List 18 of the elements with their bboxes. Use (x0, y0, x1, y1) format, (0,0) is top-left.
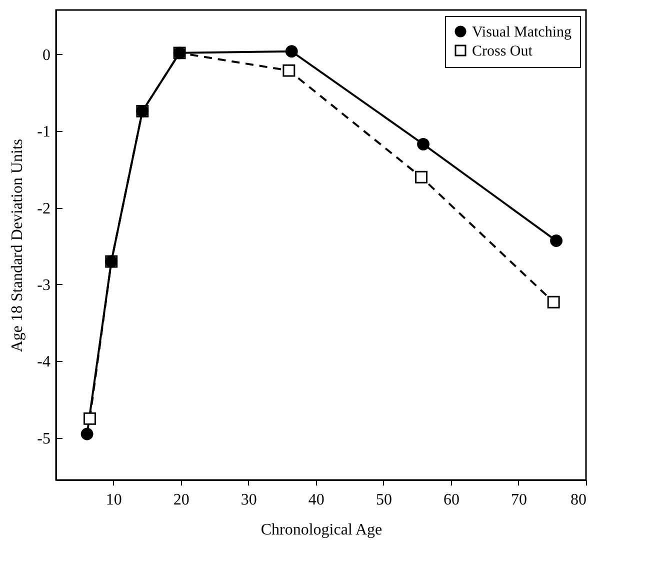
legend-label: Cross Out (472, 44, 534, 60)
y-tick-label: -4 (37, 354, 50, 371)
x-tick-label: 40 (308, 492, 324, 508)
legend-label: Visual Matching (472, 24, 572, 40)
x-tick-label: 10 (106, 492, 122, 508)
x-tick-label: 50 (376, 492, 392, 508)
y-axis-title: Age 18 Standard Deviation Units (9, 138, 26, 352)
y-tick-label: 0 (42, 46, 50, 64)
x-tick-label: 30 (240, 492, 257, 508)
y-tick-label: -3 (37, 276, 50, 294)
x-tick-label: 20 (173, 492, 190, 508)
x-tick-label: 70 (510, 492, 527, 508)
y-tick-label: -2 (37, 200, 50, 218)
x-tick-label: 60 (443, 492, 460, 508)
y-tick-label: -5 (37, 430, 50, 448)
x-axis-title: Chronological Age (260, 522, 382, 538)
x-tick-label: 80 (570, 492, 586, 508)
y-tick-label: -1 (37, 124, 50, 141)
